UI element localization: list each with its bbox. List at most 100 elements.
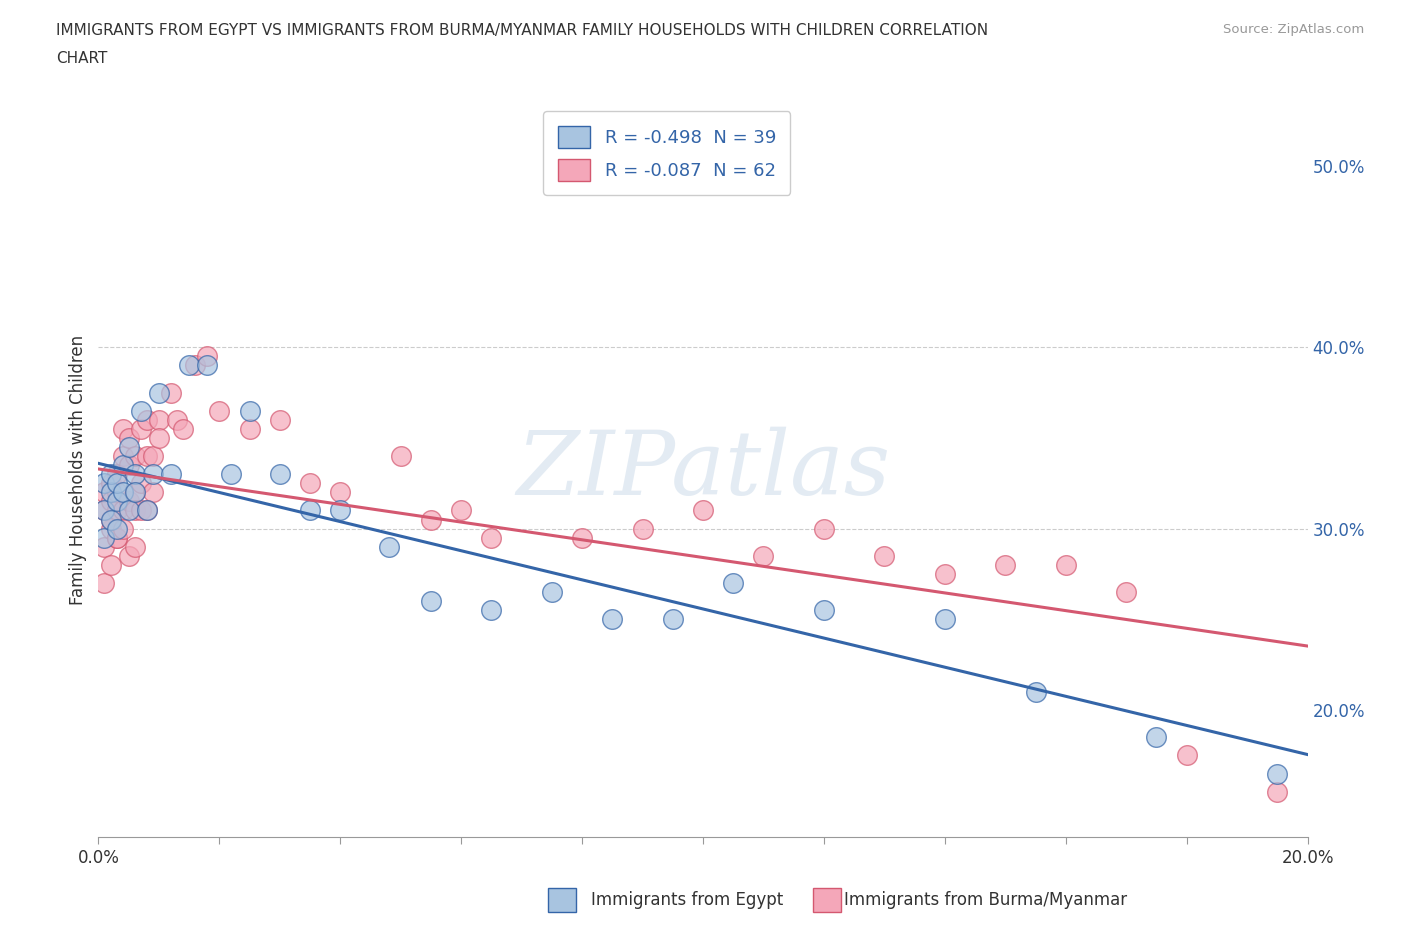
- Point: [269, 412, 291, 427]
- Text: Immigrants from Egypt: Immigrants from Egypt: [591, 891, 783, 910]
- Point: [142, 467, 165, 482]
- Point: [100, 494, 122, 509]
- Point: [135, 503, 157, 518]
- Legend: R = -0.498  N = 39, R = -0.087  N = 62: R = -0.498 N = 39, R = -0.087 N = 62: [543, 112, 790, 195]
- Point: [873, 549, 896, 564]
- Point: [105, 467, 128, 482]
- Point: [105, 530, 128, 545]
- Point: [752, 549, 775, 564]
- Point: [93, 530, 115, 545]
- Point: [148, 412, 170, 427]
- Point: [1267, 784, 1289, 799]
- Point: [105, 503, 128, 518]
- Point: [1175, 748, 1198, 763]
- Point: [329, 503, 352, 518]
- Point: [124, 539, 146, 554]
- Point: [100, 476, 122, 491]
- Point: [118, 440, 141, 455]
- Point: [602, 612, 624, 627]
- Point: [1144, 730, 1167, 745]
- Point: [481, 603, 503, 618]
- Point: [221, 467, 243, 482]
- Text: Source: ZipAtlas.com: Source: ZipAtlas.com: [1223, 23, 1364, 36]
- Point: [105, 485, 128, 499]
- Point: [93, 503, 115, 518]
- Point: [142, 448, 165, 463]
- Point: [934, 612, 956, 627]
- Text: IMMIGRANTS FROM EGYPT VS IMMIGRANTS FROM BURMA/MYANMAR FAMILY HOUSEHOLDS WITH CH: IMMIGRANTS FROM EGYPT VS IMMIGRANTS FROM…: [56, 23, 988, 38]
- Y-axis label: Family Households with Children: Family Households with Children: [69, 335, 87, 604]
- Point: [299, 503, 322, 518]
- Point: [124, 467, 146, 482]
- Point: [129, 503, 152, 518]
- Point: [420, 593, 443, 608]
- Point: [450, 503, 472, 518]
- Point: [571, 530, 593, 545]
- Point: [93, 539, 115, 554]
- Point: [160, 385, 183, 400]
- Point: [129, 476, 152, 491]
- Point: [239, 421, 262, 436]
- Point: [661, 612, 683, 627]
- Point: [100, 521, 122, 536]
- Point: [135, 412, 157, 427]
- Point: [148, 385, 170, 400]
- Point: [813, 521, 835, 536]
- Point: [135, 503, 157, 518]
- Point: [269, 467, 291, 482]
- Point: [1054, 557, 1077, 572]
- Point: [1267, 766, 1289, 781]
- Point: [299, 476, 322, 491]
- Point: [118, 431, 141, 445]
- Point: [124, 448, 146, 463]
- Point: [111, 521, 134, 536]
- Point: [389, 448, 412, 463]
- Point: [540, 585, 562, 600]
- Point: [105, 530, 128, 545]
- Point: [994, 557, 1017, 572]
- Point: [111, 448, 134, 463]
- Point: [166, 412, 188, 427]
- Point: [195, 349, 218, 364]
- Point: [142, 485, 165, 499]
- Point: [105, 521, 128, 536]
- Point: [195, 358, 218, 373]
- Point: [148, 431, 170, 445]
- Point: [813, 603, 835, 618]
- Point: [100, 512, 122, 527]
- Point: [329, 485, 352, 499]
- Point: [100, 512, 122, 527]
- Point: [118, 494, 141, 509]
- Point: [129, 421, 152, 436]
- Point: [100, 557, 122, 572]
- Point: [723, 576, 745, 591]
- Point: [111, 421, 134, 436]
- Point: [179, 358, 201, 373]
- Point: [111, 458, 134, 472]
- Point: [420, 512, 443, 527]
- Point: [160, 467, 183, 482]
- Point: [105, 494, 128, 509]
- Point: [124, 485, 146, 499]
- Point: [481, 530, 503, 545]
- Point: [172, 421, 194, 436]
- Point: [208, 404, 231, 418]
- Point: [118, 549, 141, 564]
- Point: [129, 404, 152, 418]
- Point: [93, 503, 115, 518]
- Point: [184, 358, 207, 373]
- Point: [124, 503, 146, 518]
- Point: [135, 448, 157, 463]
- Text: CHART: CHART: [56, 51, 108, 66]
- Point: [118, 503, 141, 518]
- Point: [111, 485, 134, 499]
- Point: [1115, 585, 1137, 600]
- Text: ZIPatlas: ZIPatlas: [516, 426, 890, 513]
- Point: [93, 576, 115, 591]
- Point: [100, 467, 122, 482]
- Point: [93, 485, 115, 499]
- Point: [377, 539, 399, 554]
- Point: [100, 485, 122, 499]
- Point: [105, 476, 128, 491]
- Point: [1024, 684, 1046, 699]
